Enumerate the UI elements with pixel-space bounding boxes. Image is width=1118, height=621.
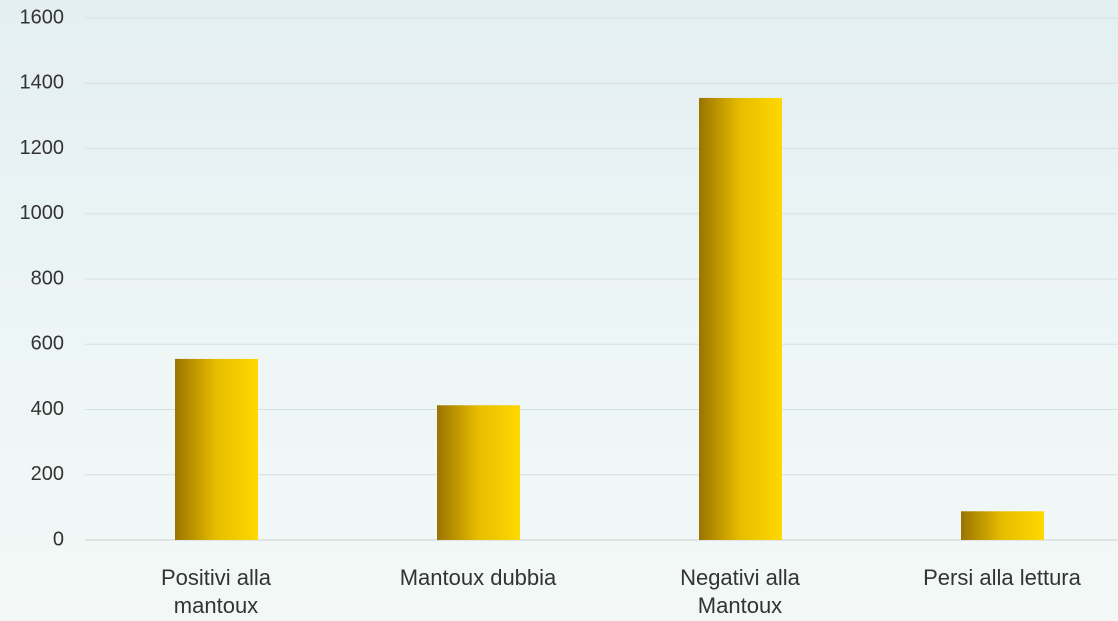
y-tick-label: 800 — [31, 267, 64, 289]
bar — [175, 358, 258, 540]
x-tick-label: Negativi alla Mantoux — [680, 565, 800, 618]
y-tick-label: 1200 — [20, 137, 65, 159]
y-tick-label: 200 — [31, 463, 64, 485]
y-tick-label: 0 — [53, 528, 64, 550]
x-tick-label: Positivi alla mantoux — [160, 565, 272, 618]
x-tick-label: Persi alla lettura — [923, 565, 1081, 590]
y-tick-label: 1000 — [20, 202, 65, 224]
y-tick-label: 1600 — [20, 6, 65, 28]
bar — [437, 405, 520, 540]
x-tick-label: Mantoux dubbia — [399, 565, 557, 590]
bar — [699, 97, 782, 541]
y-tick-label: 1400 — [20, 72, 65, 94]
y-tick-label: 400 — [31, 398, 64, 420]
bar — [961, 511, 1044, 540]
y-tick-label: 600 — [31, 333, 64, 355]
